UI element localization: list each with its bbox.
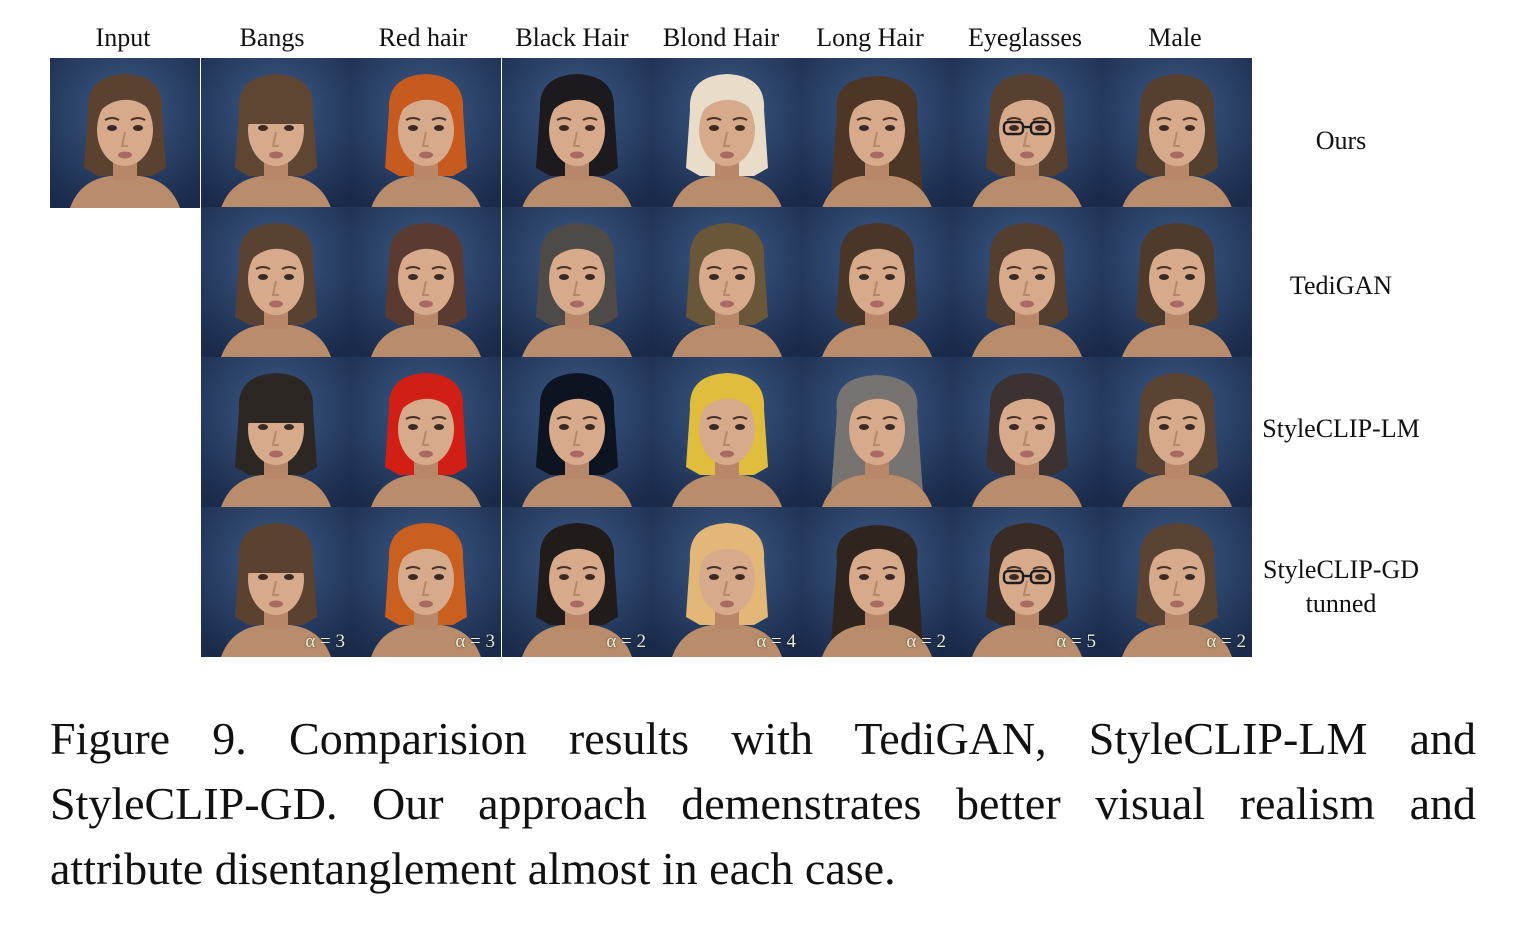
alpha-label: α = 5 (1056, 631, 1096, 652)
column-header-male: Male (1148, 23, 1202, 52)
face-portrait (652, 58, 802, 208)
alpha-label: α = 2 (606, 631, 646, 652)
row-label-styleclip-gd: StyleCLIP-GD tunned (1256, 553, 1426, 621)
face-image-tile (1102, 207, 1252, 357)
column-header-black-hair: Black Hair (515, 23, 629, 52)
face-portrait (952, 207, 1102, 357)
face-image-tile (502, 207, 652, 357)
face-portrait (50, 58, 200, 208)
row-label-line: TediGAN (1289, 271, 1393, 300)
face-portrait (802, 58, 952, 208)
face-portrait (351, 507, 501, 657)
alpha-label: α = 2 (1206, 631, 1246, 652)
face-image-tile (351, 207, 501, 357)
alpha-label: α = 3 (455, 631, 495, 652)
face-image-tile: α = 2 (502, 507, 652, 657)
face-portrait (1102, 507, 1252, 657)
face-image-tile (201, 357, 351, 507)
face-portrait (1102, 207, 1252, 357)
face-image-tile (952, 357, 1102, 507)
alpha-label: α = 3 (305, 631, 345, 652)
face-portrait (502, 58, 652, 208)
face-portrait (502, 207, 652, 357)
face-image-tile (952, 207, 1102, 357)
face-image-tile: α = 2 (1102, 507, 1252, 657)
face-portrait (802, 507, 952, 657)
face-portrait (201, 357, 351, 507)
face-image-tile (502, 357, 652, 507)
face-portrait (1102, 58, 1252, 208)
face-image-tile (351, 357, 501, 507)
face-image-tile (652, 207, 802, 357)
face-portrait (952, 507, 1102, 657)
row-label-line: StyleCLIP-GD (1263, 555, 1419, 584)
face-portrait (652, 207, 802, 357)
column-header-blond-hair: Blond Hair (662, 23, 780, 52)
face-image-tile (50, 58, 200, 208)
figure-caption: Figure 9. Comparision results with TediG… (50, 713, 1476, 894)
column-header-red-hair: Red hair (378, 23, 468, 52)
face-portrait (952, 58, 1102, 208)
face-image-tile (1102, 357, 1252, 507)
row-label-line: tunned (1305, 589, 1377, 618)
column-header-input: Input (95, 23, 151, 52)
row-label-ours: Ours (1256, 124, 1426, 158)
face-portrait (502, 357, 652, 507)
face-portrait (952, 357, 1102, 507)
face-portrait (502, 507, 652, 657)
face-image-tile (802, 58, 952, 208)
face-image-tile: α = 3 (351, 507, 501, 657)
alpha-label: α = 4 (756, 631, 796, 652)
face-image-tile: α = 5 (952, 507, 1102, 657)
face-portrait (201, 58, 351, 208)
row-label-line: Ours (1315, 126, 1367, 155)
face-portrait (1102, 357, 1252, 507)
face-image-tile (952, 58, 1102, 208)
row-label-line: StyleCLIP-LM (1262, 414, 1420, 443)
face-portrait (351, 207, 501, 357)
face-image-tile (652, 357, 802, 507)
face-image-tile (652, 58, 802, 208)
column-header-eyeglasses: Eyeglasses (967, 23, 1083, 52)
face-image-tile: α = 2 (802, 507, 952, 657)
face-image-tile (502, 58, 652, 208)
column-header-bangs: Bangs (239, 23, 305, 52)
face-image-tile (802, 207, 952, 357)
face-portrait (802, 207, 952, 357)
face-image-tile: α = 4 (652, 507, 802, 657)
face-image-tile (201, 207, 351, 357)
face-portrait (351, 357, 501, 507)
face-image-tile (1102, 58, 1252, 208)
column-header-long-hair: Long Hair (816, 23, 924, 52)
face-portrait (201, 207, 351, 357)
alpha-label: α = 2 (906, 631, 946, 652)
face-image-tile (201, 58, 351, 208)
face-portrait (201, 507, 351, 657)
face-image-tile (351, 58, 501, 208)
face-portrait (652, 357, 802, 507)
face-image-tile: α = 3 (201, 507, 351, 657)
face-portrait (351, 58, 501, 208)
face-portrait (802, 357, 952, 507)
face-portrait (652, 507, 802, 657)
face-image-tile (802, 357, 952, 507)
row-label-styleclip-lm: StyleCLIP-LM (1256, 412, 1426, 446)
row-label-tedigan: TediGAN (1256, 269, 1426, 303)
